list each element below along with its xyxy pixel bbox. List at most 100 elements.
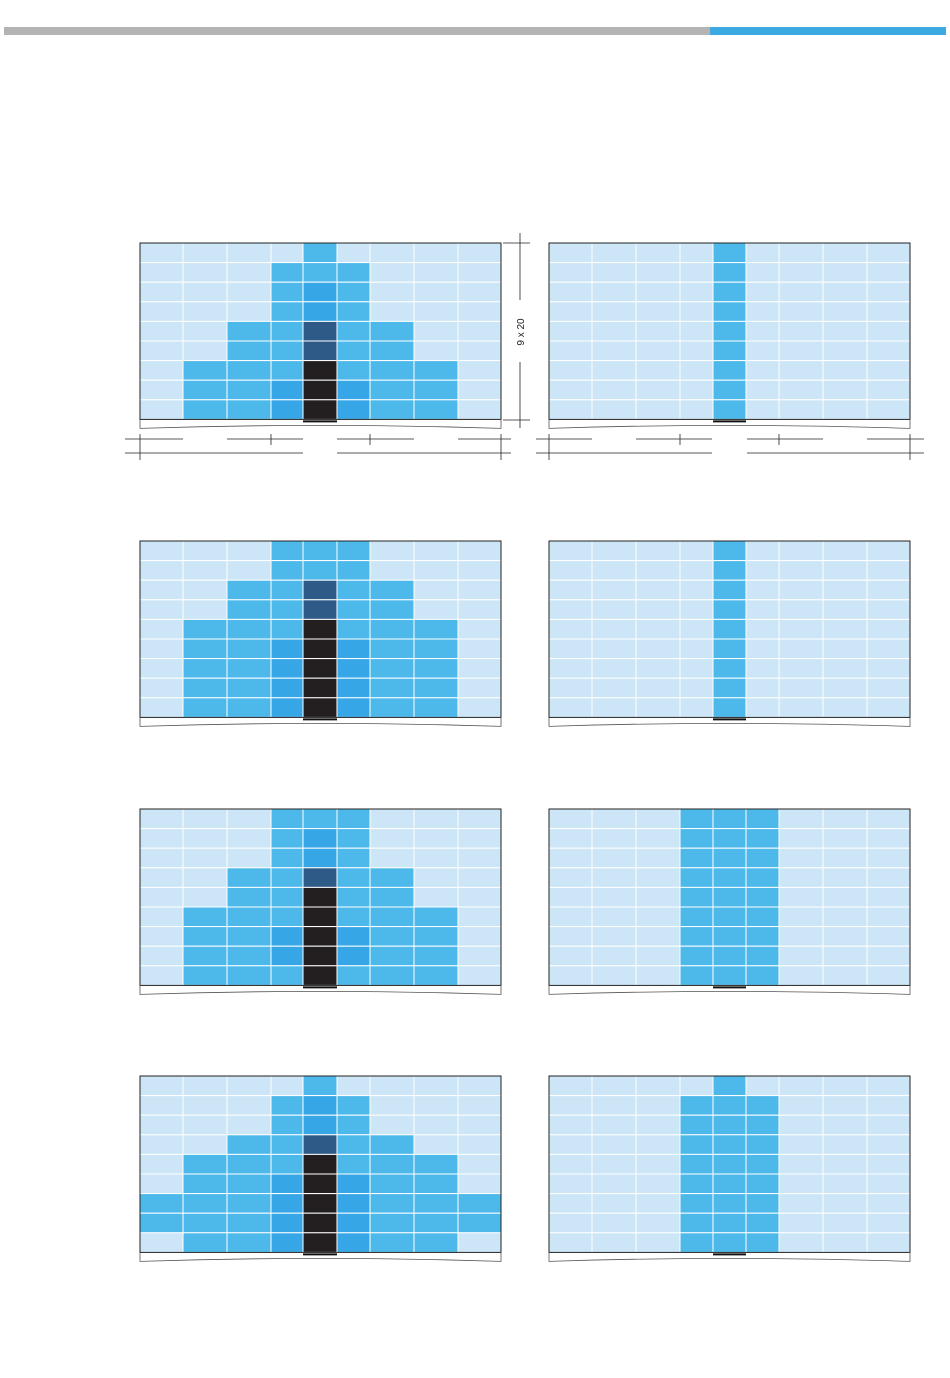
grid-cell xyxy=(182,618,228,640)
grid-cell xyxy=(457,945,502,967)
grid-cell xyxy=(270,828,304,849)
grid-cell xyxy=(548,1134,593,1155)
grid-cell xyxy=(679,658,714,679)
grid-cell xyxy=(302,1173,338,1195)
grid-cell xyxy=(822,579,868,601)
grid-cell xyxy=(302,965,338,986)
grid-cell xyxy=(270,1153,304,1175)
grid-cell xyxy=(369,697,415,718)
grid-cell xyxy=(270,847,304,869)
grid-cell xyxy=(457,560,502,581)
grid-cell xyxy=(413,1114,459,1136)
grid-cell xyxy=(712,847,747,869)
grid-cell xyxy=(369,1212,415,1234)
grid-cell xyxy=(270,1075,304,1097)
grid-cell xyxy=(139,579,184,601)
grid-cell xyxy=(336,926,371,947)
grid-cell xyxy=(139,379,184,401)
grid-cell xyxy=(413,658,459,679)
grid-cell xyxy=(139,886,184,908)
grid-cell xyxy=(336,320,371,342)
grid-cell xyxy=(336,697,371,718)
grid-cell xyxy=(548,906,593,928)
grid-cell xyxy=(369,677,415,699)
grid-cell xyxy=(548,579,593,601)
grid-cell xyxy=(745,1212,780,1234)
grid-cell xyxy=(226,560,272,581)
grid-cell xyxy=(139,262,184,283)
grid-cell xyxy=(679,540,714,562)
grid-cell xyxy=(226,965,272,986)
grid-cell xyxy=(866,262,911,283)
grid-cell xyxy=(778,1193,824,1214)
grid-cell xyxy=(270,540,304,562)
grid-cell xyxy=(548,1095,593,1116)
grid-cell xyxy=(635,1173,681,1195)
grid-cell xyxy=(302,1232,338,1253)
grid-cell xyxy=(866,599,911,620)
grid-cell xyxy=(548,262,593,283)
grid-cell xyxy=(182,1153,228,1175)
grid-cell xyxy=(457,658,502,679)
grid-cell xyxy=(866,540,911,562)
grid-cell xyxy=(139,618,184,640)
grid-cell xyxy=(712,560,747,581)
grid-cell xyxy=(745,638,780,660)
grid-cell xyxy=(866,320,911,342)
grid-cell xyxy=(712,906,747,928)
grid-cell xyxy=(302,867,338,888)
panel-right-2 xyxy=(548,540,911,727)
grid-cell xyxy=(548,677,593,699)
grid-cell xyxy=(591,658,637,679)
grid-cell xyxy=(139,540,184,562)
dimension-label: 9 x 20 xyxy=(516,318,527,346)
grid-cell xyxy=(139,828,184,849)
grid-cell xyxy=(548,847,593,869)
grid-cell xyxy=(548,599,593,620)
grid-cell xyxy=(745,697,780,718)
grid-cell xyxy=(336,579,371,601)
grid-cell xyxy=(679,638,714,660)
grid-cell xyxy=(712,1193,747,1214)
grid-cell xyxy=(413,1075,459,1097)
grid-cell xyxy=(336,560,371,581)
grid-cell xyxy=(866,847,911,869)
grid-cell xyxy=(866,242,911,264)
grid-cell xyxy=(182,340,228,362)
grid-cell xyxy=(270,560,304,581)
grid-cell xyxy=(457,886,502,908)
grid-cell xyxy=(182,1134,228,1155)
grid-cell xyxy=(822,926,868,947)
grid-cell xyxy=(369,847,415,869)
grid-cell xyxy=(679,886,714,908)
grid-cell xyxy=(591,847,637,869)
grid-cell xyxy=(745,320,780,342)
grid-cell xyxy=(139,965,184,986)
grid-cell xyxy=(413,828,459,849)
measure-lines-left xyxy=(125,434,511,460)
grid-cell xyxy=(679,281,714,303)
grid-cell xyxy=(635,1193,681,1214)
grid-cell xyxy=(270,1114,304,1136)
grid-cell xyxy=(745,579,780,601)
grid-cell xyxy=(226,1153,272,1175)
grid-cell xyxy=(712,658,747,679)
grid-cell xyxy=(712,1095,747,1116)
grid-cell xyxy=(591,281,637,303)
grid-cell xyxy=(226,242,272,264)
grid-cell xyxy=(635,379,681,401)
grid-cell xyxy=(182,638,228,660)
grid-cell xyxy=(302,340,338,362)
grid-cell xyxy=(182,886,228,908)
grid-cell xyxy=(745,965,780,986)
grid-cell xyxy=(822,965,868,986)
grid-cell xyxy=(413,1153,459,1175)
grid-cell xyxy=(712,638,747,660)
grid-cell xyxy=(182,1114,228,1136)
grid-cell xyxy=(679,1212,714,1234)
grid-cell xyxy=(679,1095,714,1116)
grid-cell xyxy=(635,1212,681,1234)
grid-cell xyxy=(591,399,637,420)
grid-cell xyxy=(369,1114,415,1136)
grid-cell xyxy=(591,560,637,581)
